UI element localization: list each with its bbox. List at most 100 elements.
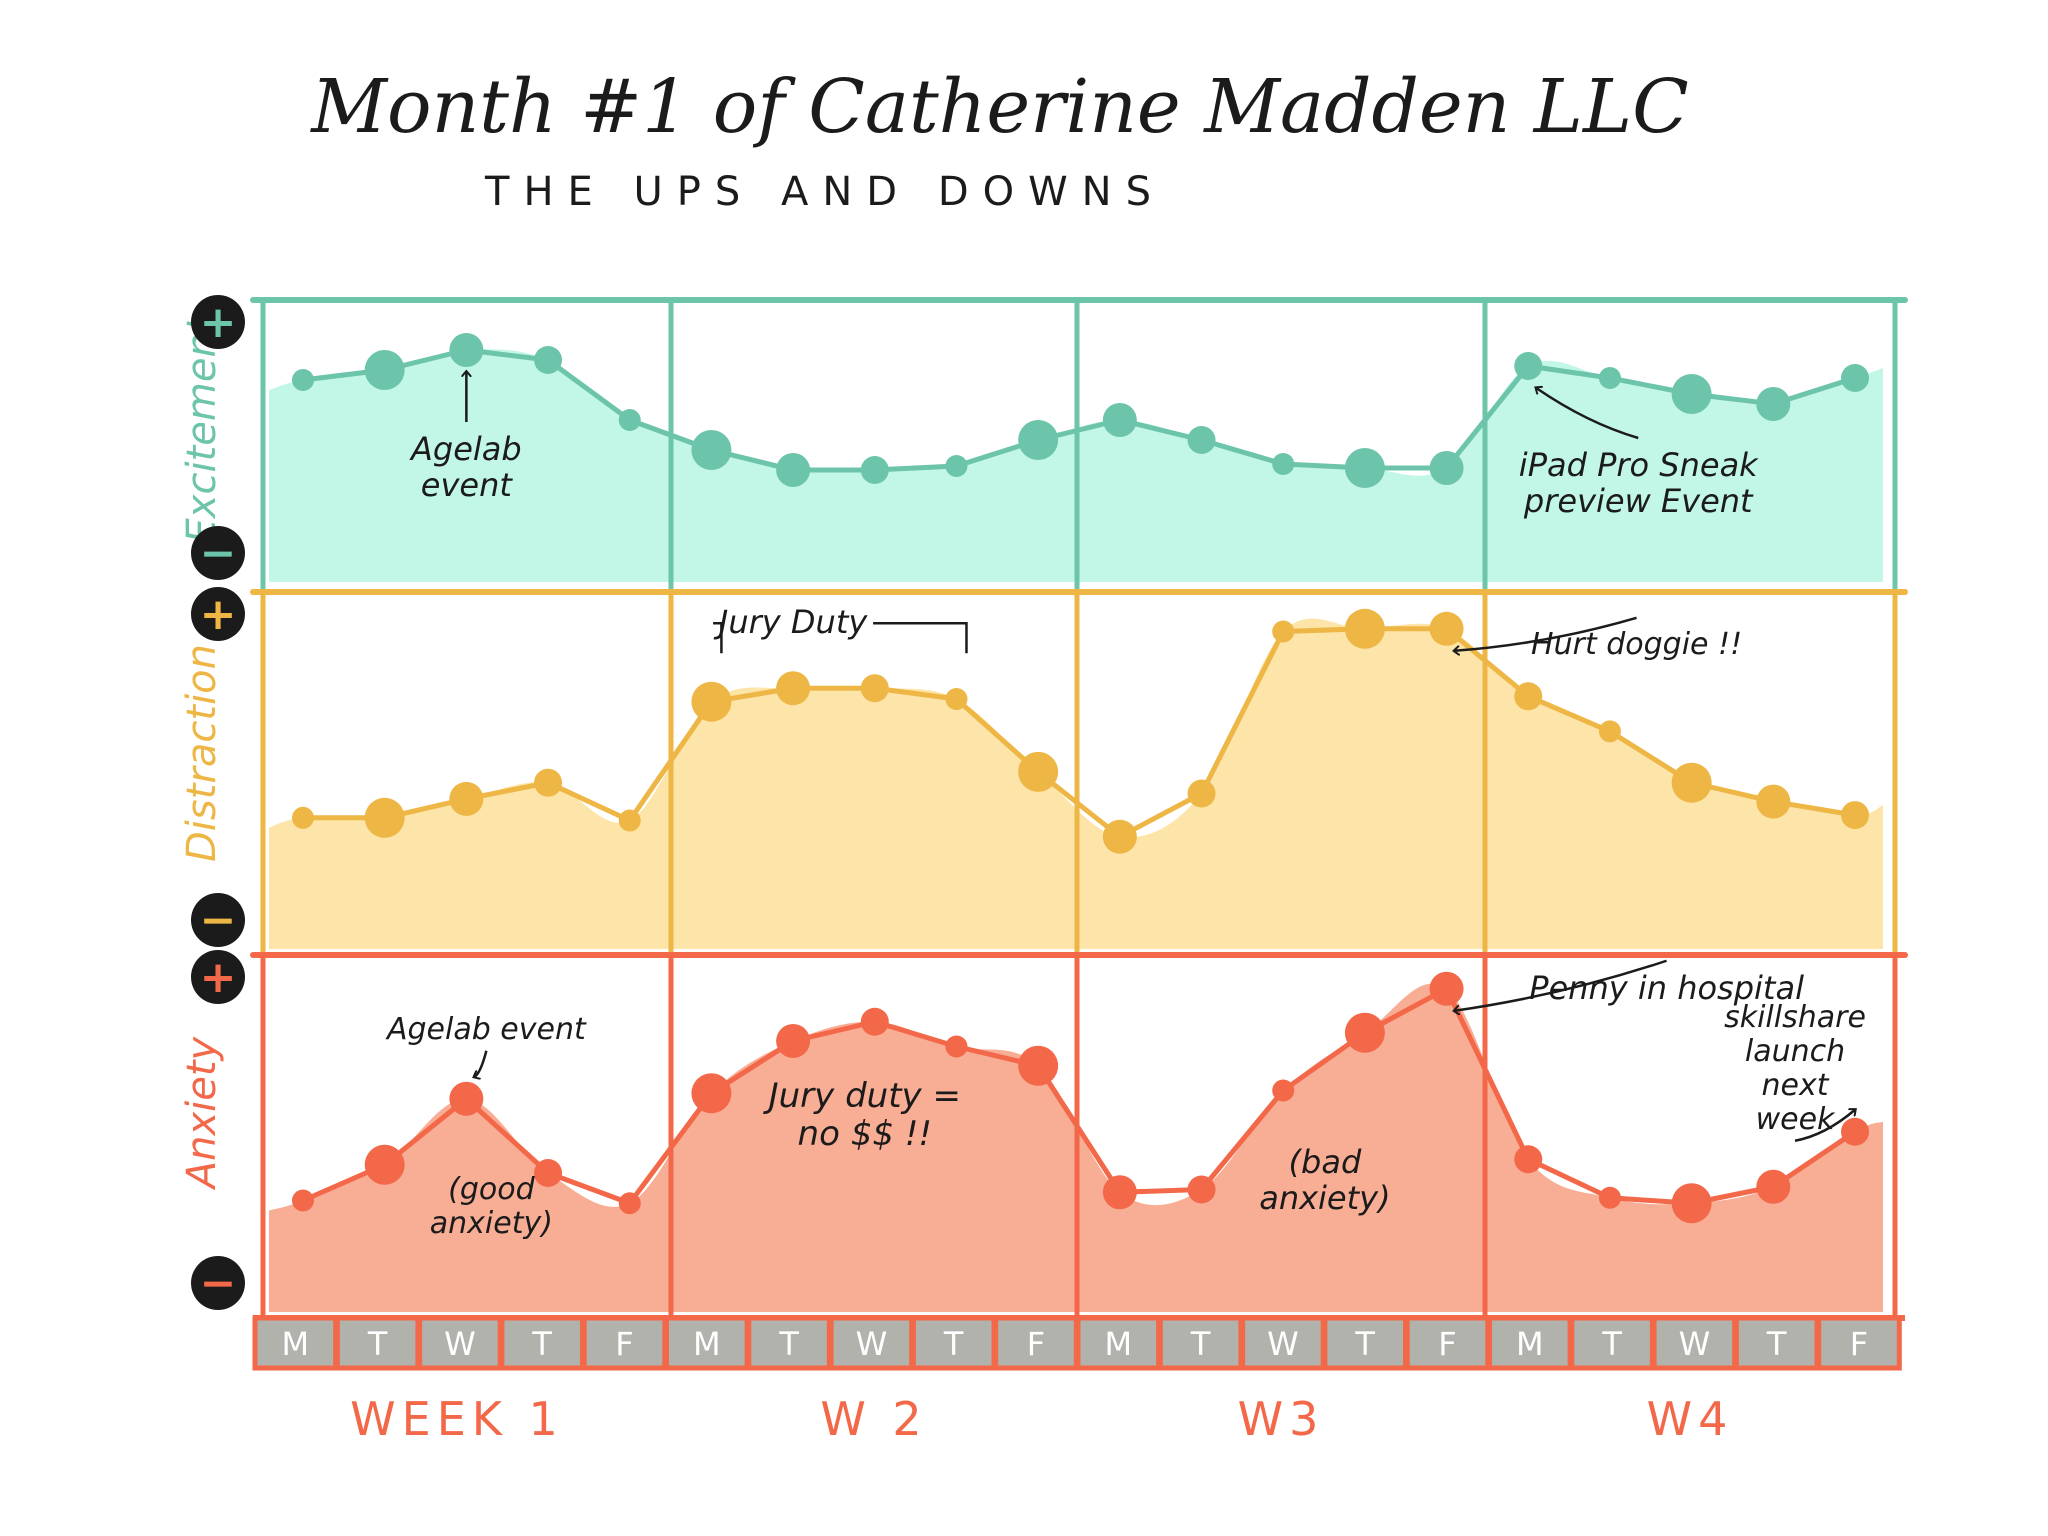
anxiety-data-point: [1272, 1079, 1295, 1102]
day-box: [1157, 1315, 1244, 1371]
day-label: F: [1027, 1325, 1045, 1363]
anxiety-data-point: [1187, 1175, 1216, 1204]
anxiety-data-point: [364, 1144, 405, 1185]
excitement-data-point: [1102, 403, 1137, 437]
anxiety-data-point: [1429, 971, 1464, 1006]
day-cell: M: [664, 1315, 750, 1371]
day-label: W: [1267, 1325, 1299, 1363]
day-label: F: [1438, 1325, 1456, 1363]
excitement-data-point: [1514, 352, 1543, 380]
week-label: W 2: [820, 1392, 927, 1446]
day-label: T: [1601, 1325, 1622, 1363]
distraction-data-point: [1344, 608, 1385, 649]
annotation-text: event: [421, 466, 514, 504]
excitement-data-point: [945, 455, 968, 477]
day-cell: W: [417, 1315, 503, 1371]
excitement-data-point: [860, 456, 889, 484]
anxiety-data-point: [534, 1159, 563, 1187]
anxiety-data-point: [860, 1007, 889, 1036]
distraction-data-point: [449, 781, 484, 816]
annotation: Penny in hospital: [1455, 959, 1804, 1011]
annotation-text: preview Event: [1523, 482, 1754, 520]
anxiety-data-point: [1344, 1012, 1385, 1053]
excitement-minus-marker: [191, 526, 245, 580]
distraction-series-line: [303, 626, 1856, 840]
annotation-text: Agelab event: [385, 1012, 587, 1047]
day-label: T: [531, 1325, 552, 1363]
distraction-data-point: [1514, 682, 1543, 711]
annotation: Agelab event: [385, 1012, 587, 1077]
distraction-plus-sign: +: [200, 589, 237, 640]
day-cell: T: [499, 1315, 585, 1371]
annotation-arrow: [1455, 959, 1667, 1011]
anxiety-data-point: [945, 1035, 968, 1058]
annotation-arrow: [1455, 616, 1637, 651]
day-label: T: [943, 1325, 964, 1363]
anxiety-row-label: Anxiety: [179, 1035, 225, 1191]
day-cell: T: [1733, 1315, 1820, 1371]
annotation-text: (bad: [1289, 1143, 1362, 1181]
day-label: M: [693, 1325, 721, 1363]
anxiety-data-point: [1598, 1186, 1621, 1209]
day-cell: T: [1157, 1315, 1244, 1371]
annotation: Hurt doggie !!: [1455, 616, 1742, 662]
distraction-minus-sign: −: [200, 895, 237, 946]
excitement-row-label: Excitement: [179, 315, 225, 543]
distraction-data-point: [860, 674, 889, 703]
day-label: M: [1516, 1325, 1544, 1363]
distraction-data-point: [1018, 751, 1059, 792]
distraction-data-point: [1187, 779, 1216, 808]
anxiety-data-point: [1018, 1045, 1059, 1086]
day-cell: T: [1569, 1315, 1655, 1371]
annotation-arrow: [474, 1050, 488, 1077]
distraction-data-point: [534, 768, 563, 797]
anxiety-data-point: [776, 1024, 811, 1058]
anxiety-plus-marker: [191, 950, 245, 1004]
day-cell: F: [1816, 1315, 1902, 1371]
anxiety-data-point: [691, 1073, 732, 1114]
excitement-data-point: [1272, 453, 1295, 475]
day-box: [1404, 1315, 1491, 1371]
distraction-data-point: [1756, 784, 1791, 819]
distraction-minus-marker: [191, 893, 245, 947]
annotation: Jury duty =no $$ !!: [763, 1076, 961, 1154]
day-cell: F: [993, 1315, 1079, 1371]
excitement-series-line: [302, 347, 1856, 473]
anxiety-data-point: [1841, 1117, 1869, 1146]
annotation-arrow: [1536, 388, 1639, 440]
excitement-data-point: [1018, 420, 1059, 460]
excitement-data-point: [1187, 426, 1216, 454]
day-cell: T: [910, 1315, 997, 1371]
anxiety-data-point: [449, 1081, 484, 1116]
day-label: M: [281, 1325, 309, 1363]
excitement-data-point: [1344, 448, 1385, 488]
excitement-data-point: [292, 369, 314, 391]
day-label: F: [1850, 1325, 1868, 1363]
day-label: W: [1679, 1325, 1711, 1363]
anxiety-minus-sign: −: [200, 1258, 237, 1309]
distraction-data-point: [945, 688, 968, 710]
anxiety-data-point: [618, 1192, 641, 1215]
annotation-text: iPad Pro Sneak: [1519, 446, 1759, 484]
distraction-plus-marker: [191, 587, 245, 641]
day-cell: W: [1240, 1315, 1326, 1371]
annotation-text: no $$ !!: [798, 1114, 933, 1154]
day-cell: M: [1075, 1315, 1162, 1371]
day-cell: W: [828, 1315, 915, 1371]
day-box: [499, 1315, 585, 1371]
distraction-data-point: [1671, 762, 1712, 803]
annotation-text: skillshare: [1724, 1000, 1866, 1035]
day-axis: M T W T F M T W T F M T W T F M T W T F WEEK 1 W 2 W3 W4: [252, 1315, 1902, 1446]
excitement-data-point: [618, 409, 641, 431]
day-box: [1733, 1315, 1820, 1371]
anxiety-data-point: [1756, 1169, 1791, 1204]
annotation-text: Jury Duty: [713, 603, 868, 641]
annotation-text: Jury duty =: [763, 1076, 961, 1116]
annotation-text: next: [1762, 1068, 1830, 1103]
excitement-data-point: [691, 430, 732, 470]
distraction-data-point: [1841, 801, 1869, 830]
